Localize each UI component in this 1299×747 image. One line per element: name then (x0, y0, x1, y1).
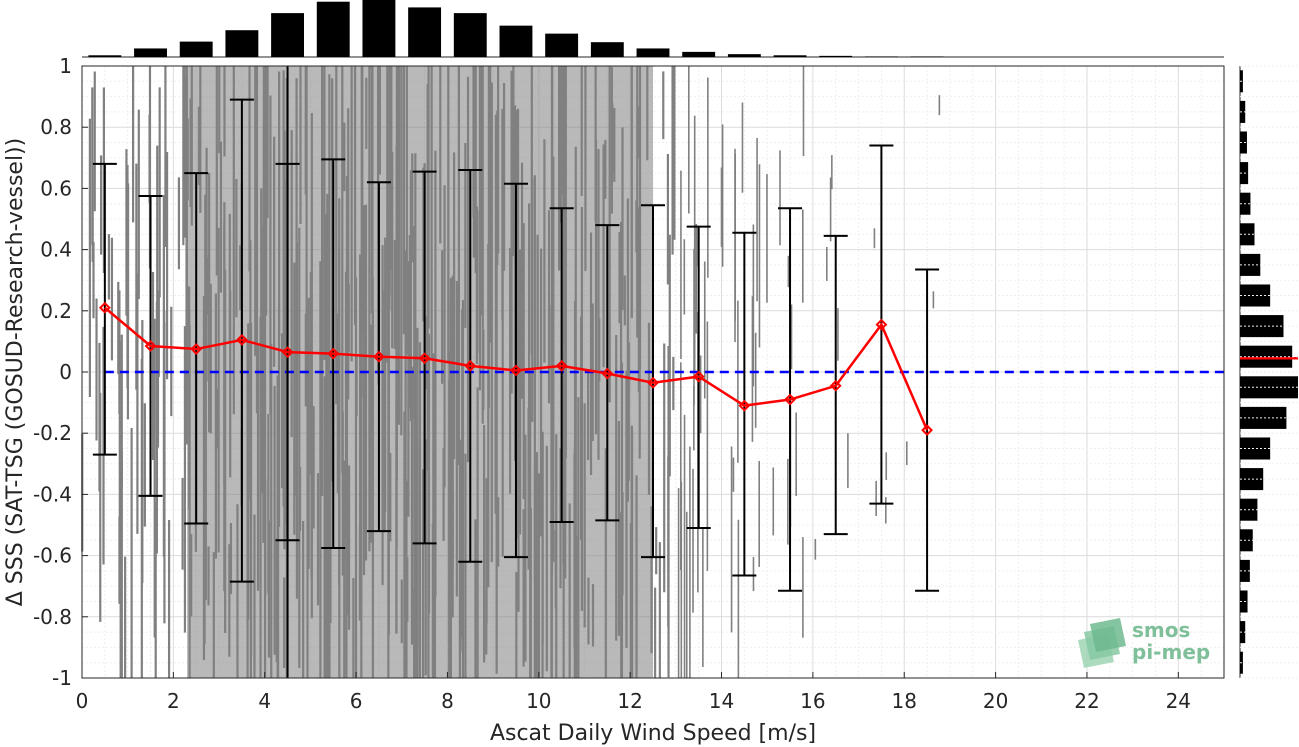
x-tick-label: 16 (800, 689, 825, 713)
top-histogram-bar (453, 13, 487, 57)
x-tick-label: 22 (1074, 689, 1099, 713)
y-tick-label: -0.6 (33, 544, 72, 568)
top-histogram-bar (773, 55, 807, 57)
x-tick-label: 0 (76, 689, 89, 713)
x-tick-label: 14 (709, 689, 734, 713)
top-histogram-bar (408, 7, 442, 57)
y-tick-labels: -1 -0.8 -0.6 -0.4 -0.2 0 0.2 0.4 0.6 0.8 1 (33, 54, 88, 690)
y-tick-label: 0.6 (40, 176, 72, 200)
top-histogram-bar (545, 33, 579, 57)
y-tick-label: 0.2 (40, 299, 72, 323)
right-histogram-bar (1240, 621, 1246, 644)
mean-point (327, 347, 340, 360)
x-tick-label: 20 (983, 689, 1008, 713)
right-histogram-bar (1240, 406, 1287, 429)
y-tick-label: 1 (59, 54, 72, 78)
logo-text-pimep: pi-mep (1132, 640, 1210, 664)
x-tick-labels: 0 2 4 6 8 10 12 14 16 18 20 22 24 (76, 672, 1191, 713)
mean-point (281, 346, 294, 359)
mean-point (144, 340, 157, 352)
top-histogram-bar (271, 13, 305, 57)
scatter-cloud (81, 66, 941, 678)
mean-point (418, 352, 431, 365)
top-histogram-bar (864, 56, 898, 57)
right-histogram (1239, 65, 1299, 679)
y-tick-label: -0.8 (33, 605, 72, 629)
y-tick-label: -0.2 (33, 421, 72, 445)
x-tick-label: 2 (167, 689, 180, 713)
mean-point (235, 333, 248, 346)
x-tick-label: 10 (526, 689, 551, 713)
x-axis-title: Ascat Daily Wind Speed [m/s] (490, 721, 816, 746)
top-histogram-bar (819, 55, 853, 57)
top-histogram-bar (134, 48, 167, 57)
top-histogram-bar (179, 41, 213, 57)
logo-icon-layer (1090, 618, 1126, 652)
top-histogram-bar (225, 30, 259, 57)
top-histogram-bar (590, 42, 624, 57)
top-histogram-bar (499, 25, 533, 57)
logo-text-smos: smos (1132, 618, 1190, 642)
plot-area (81, 65, 1225, 679)
right-histogram-bar (1240, 223, 1255, 246)
mean-point (784, 393, 796, 406)
x-tick-label: 24 (1166, 689, 1191, 713)
mean-point (738, 399, 751, 412)
right-histogram-bar (1240, 345, 1293, 368)
x-tick-label: 18 (892, 689, 917, 713)
mean-polyline (104, 306, 929, 431)
top-histogram (82, 0, 1224, 58)
right-histogram-bar (1240, 529, 1253, 552)
mean-point (464, 359, 477, 372)
x-tick-label: 6 (350, 689, 363, 713)
top-histogram-bar (682, 51, 716, 57)
y-tick-label: 0.8 (40, 115, 72, 139)
mean-point (829, 379, 842, 392)
y-tick-label: -0.4 (33, 482, 72, 506)
top-histogram-bar (636, 48, 670, 57)
right-histogram-bar (1240, 437, 1271, 460)
x-tick-label: 12 (617, 689, 642, 713)
right-histogram-bar (1240, 590, 1248, 613)
right-histogram-bar (1240, 468, 1264, 491)
mean-point (373, 350, 385, 363)
mean-line (98, 301, 933, 437)
right-histogram-bar (1240, 100, 1246, 123)
y-tick-label: 0.4 (40, 238, 72, 262)
top-histogram-bar (316, 1, 350, 58)
logo-icon (1078, 618, 1126, 668)
y-axis-title: Δ SSS (SAT-TSG (GOSUD-Research-vessel)) (3, 138, 28, 606)
x-tick-label: 4 (258, 689, 271, 713)
mean-point (98, 301, 111, 314)
top-histogram-bar (910, 56, 944, 57)
right-histogram-bar (1240, 284, 1271, 307)
mean-point (647, 376, 659, 389)
smos-pimep-logo: smos pi-mep (1078, 618, 1210, 668)
y-tick-label: -1 (52, 666, 72, 690)
top-histogram-bar (362, 0, 396, 57)
mean-point (601, 367, 614, 380)
top-histogram-bar (727, 54, 761, 57)
mean-point (510, 364, 522, 377)
y-tick-label: 0 (59, 360, 72, 384)
mean-point (875, 318, 888, 331)
x-tick-label: 8 (441, 689, 454, 713)
right-histogram-bar (1240, 131, 1247, 154)
mean-point (555, 359, 568, 372)
right-histogram-bar (1240, 253, 1261, 276)
mean-point (921, 424, 933, 437)
mean-point (692, 370, 705, 383)
mean-point (190, 343, 203, 355)
top-histogram-bar (88, 55, 122, 57)
